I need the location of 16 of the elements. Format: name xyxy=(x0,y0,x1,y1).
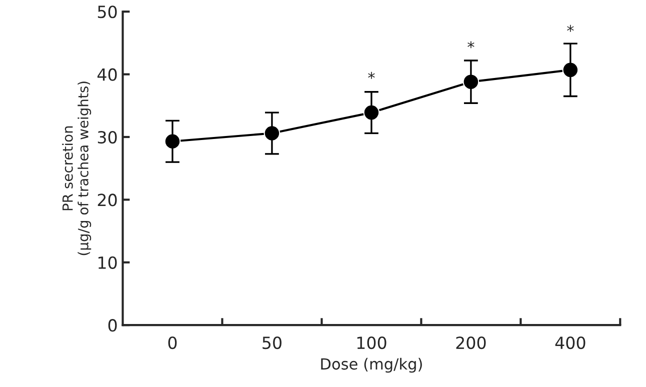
y-tick-label: 40 xyxy=(97,68,117,81)
x-tick-label: 200 xyxy=(456,336,486,350)
y-tick-label: 50 xyxy=(98,6,117,18)
x-tick-label: 400 xyxy=(555,336,586,350)
x-axis-title: Dose (mg/kg) xyxy=(321,358,422,373)
x-tick-label: 100 xyxy=(357,336,386,350)
x-tick-label: 0 xyxy=(168,336,177,350)
annotation: * xyxy=(468,41,474,48)
annotation: * xyxy=(567,24,574,32)
y-tick-label: 0 xyxy=(108,319,117,332)
x-tick-label: 50 xyxy=(262,336,282,350)
y-axis-title: PR secretion (μg/g of trachea weights) xyxy=(62,82,92,256)
y-tick-label: 30 xyxy=(98,130,117,144)
y-tick-label: 20 xyxy=(98,194,117,206)
y-tick-label: 10 xyxy=(98,256,117,269)
annotation: * xyxy=(368,72,375,79)
